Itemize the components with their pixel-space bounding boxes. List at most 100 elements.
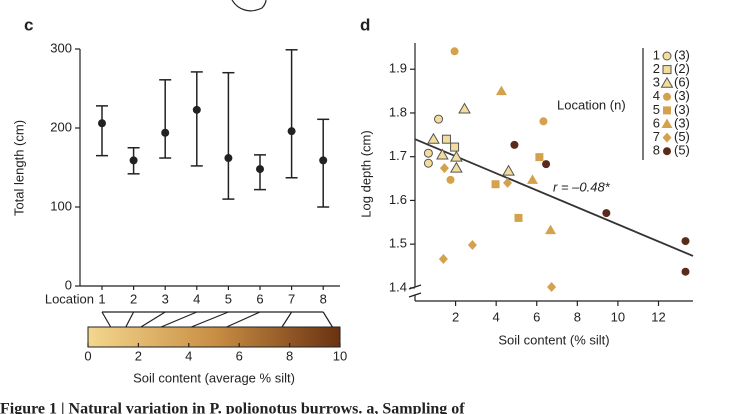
x-tick-label: 8 bbox=[574, 309, 581, 324]
connector bbox=[322, 311, 333, 328]
mouse-sketch bbox=[231, 0, 267, 12]
point bbox=[436, 148, 449, 160]
point bbox=[602, 209, 611, 218]
legend-marker bbox=[660, 76, 674, 88]
mean-point bbox=[161, 128, 170, 137]
legend-marker bbox=[662, 65, 672, 75]
connector bbox=[140, 311, 166, 328]
colorbar-tick-label: 4 bbox=[185, 348, 192, 363]
point bbox=[423, 158, 433, 168]
caption: Figure 1 | Natural variation in P. polio… bbox=[0, 401, 465, 414]
mean-point bbox=[129, 156, 138, 165]
legend-label: 7 bbox=[653, 129, 660, 144]
x-tick-label: 1 bbox=[98, 291, 105, 306]
legend-marker bbox=[663, 106, 671, 115]
x-tick-label: 4 bbox=[193, 291, 200, 306]
mean-point bbox=[287, 127, 296, 136]
legend-marker bbox=[661, 118, 673, 128]
point bbox=[450, 47, 459, 56]
x-tick-label: 8 bbox=[320, 291, 327, 306]
point bbox=[450, 161, 463, 173]
connector bbox=[125, 311, 135, 328]
point bbox=[502, 164, 515, 176]
point bbox=[535, 153, 544, 162]
x-tick-label: 6 bbox=[256, 291, 263, 306]
point bbox=[434, 114, 444, 124]
mean-point bbox=[98, 119, 106, 128]
point bbox=[495, 85, 507, 96]
point bbox=[467, 240, 477, 251]
x-tick-label: 12 bbox=[651, 309, 665, 324]
legend-count: (5) bbox=[674, 129, 690, 144]
legend-marker bbox=[663, 92, 671, 101]
point bbox=[514, 213, 523, 222]
y-tick-label: 1.4 bbox=[389, 279, 407, 294]
x-axis-label: Location bbox=[45, 291, 94, 306]
y-tick-label: 300 bbox=[50, 40, 72, 55]
point bbox=[503, 177, 513, 188]
colorbar-tick-label: 8 bbox=[286, 348, 293, 363]
legend-label: 4 bbox=[653, 88, 660, 103]
panel-label: c bbox=[24, 15, 33, 34]
legend-count: (3) bbox=[674, 115, 690, 130]
legend-label: 6 bbox=[653, 115, 660, 130]
point bbox=[423, 148, 433, 158]
x-tick-label: 3 bbox=[162, 291, 169, 306]
x-tick-label: 5 bbox=[225, 291, 232, 306]
point bbox=[539, 117, 548, 126]
x-tick-label: 10 bbox=[611, 309, 625, 324]
colorbar-tick-label: 10 bbox=[333, 348, 347, 363]
point bbox=[526, 174, 538, 184]
connector bbox=[281, 311, 293, 328]
legend-count: (2) bbox=[674, 61, 690, 76]
legend-marker bbox=[662, 132, 672, 143]
y-tick-label: 1.7 bbox=[389, 148, 407, 163]
legend-label: 1 bbox=[653, 47, 660, 62]
connector bbox=[191, 311, 229, 328]
y-tick-label: 100 bbox=[50, 198, 72, 213]
x-tick-label: 2 bbox=[130, 291, 137, 306]
connector bbox=[226, 311, 261, 328]
axis-break bbox=[408, 284, 422, 298]
legend-label: 8 bbox=[653, 143, 660, 158]
legend-count: (5) bbox=[674, 143, 690, 158]
point bbox=[547, 282, 557, 293]
point bbox=[510, 140, 519, 149]
x-tick-label: 2 bbox=[452, 309, 459, 324]
point bbox=[681, 267, 690, 276]
colorbar-tick-label: 6 bbox=[236, 348, 243, 363]
legend-count: (3) bbox=[674, 102, 690, 117]
y-tick-label: 1.5 bbox=[389, 236, 407, 251]
panel-label: d bbox=[360, 15, 370, 34]
x-tick-label: 7 bbox=[288, 291, 295, 306]
x-tick-label: 6 bbox=[533, 309, 540, 324]
legend-label: 2 bbox=[653, 61, 660, 76]
y-axis-label: Log depth (cm) bbox=[358, 130, 373, 217]
connector bbox=[101, 311, 112, 328]
point bbox=[446, 175, 455, 184]
connector bbox=[160, 311, 198, 328]
point bbox=[681, 237, 690, 246]
legend-label: 3 bbox=[653, 75, 660, 90]
legend-marker bbox=[663, 147, 671, 156]
point bbox=[441, 134, 451, 144]
point bbox=[427, 132, 440, 144]
y-tick-label: 200 bbox=[50, 119, 72, 134]
mean-point bbox=[192, 105, 201, 114]
legend-count: (3) bbox=[674, 47, 690, 62]
point bbox=[450, 142, 460, 152]
mean-point bbox=[319, 156, 328, 165]
y-axis-label: Total length (cm) bbox=[11, 120, 26, 216]
y-tick-label: 1.9 bbox=[389, 61, 407, 76]
y-tick-label: 0 bbox=[65, 277, 72, 292]
legend-marker bbox=[662, 51, 672, 61]
point bbox=[458, 102, 471, 114]
y-tick-label: 1.8 bbox=[389, 104, 407, 119]
point bbox=[438, 254, 448, 265]
legend-count: (6) bbox=[674, 75, 690, 90]
point bbox=[545, 224, 557, 235]
colorbar-tick-label: 2 bbox=[135, 348, 142, 363]
point bbox=[491, 180, 500, 189]
legend-count: (3) bbox=[674, 88, 690, 103]
